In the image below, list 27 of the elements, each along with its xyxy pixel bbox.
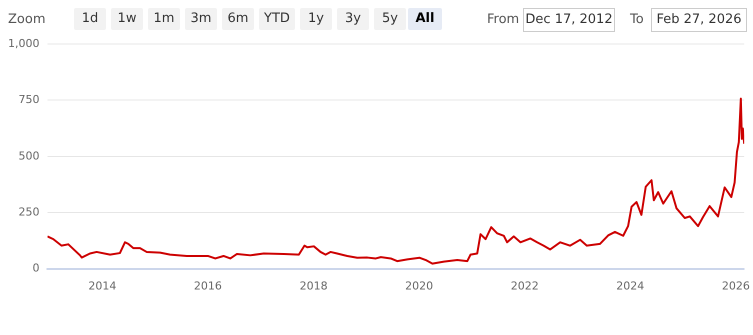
y-tick-label: 1,000 [8, 36, 40, 50]
text: 3y [337, 8, 369, 30]
text: 6m [222, 8, 254, 30]
text: Zoom [8, 12, 46, 27]
text: YTD [259, 8, 295, 30]
text: From [487, 12, 520, 27]
x-tick-label: 2026 [722, 279, 750, 292]
text: 3m [185, 8, 217, 30]
x-tick-label: 2024 [616, 279, 644, 292]
text: Dec 17, 2012 [523, 8, 615, 32]
x-tick-label: 2018 [300, 279, 328, 292]
text: 1m [148, 8, 180, 30]
x-tick-label: 2014 [88, 279, 116, 292]
text: 1d [74, 8, 106, 30]
text: 5y [374, 8, 406, 30]
y-tick-label: 0 [32, 262, 40, 275]
text: Feb 27, 2026 [651, 8, 747, 32]
text: 1w [111, 8, 143, 30]
text: To [630, 12, 644, 27]
y-tick-label: 750 [18, 93, 40, 106]
y-tick-label: 250 [18, 205, 40, 218]
x-tick-label: 2020 [405, 279, 434, 292]
text: All [408, 8, 442, 30]
x-tick-label: 2016 [194, 279, 222, 292]
text: 1y [300, 8, 332, 30]
x-tick-label: 2022 [510, 279, 539, 292]
y-tick-label: 500 [18, 149, 40, 162]
